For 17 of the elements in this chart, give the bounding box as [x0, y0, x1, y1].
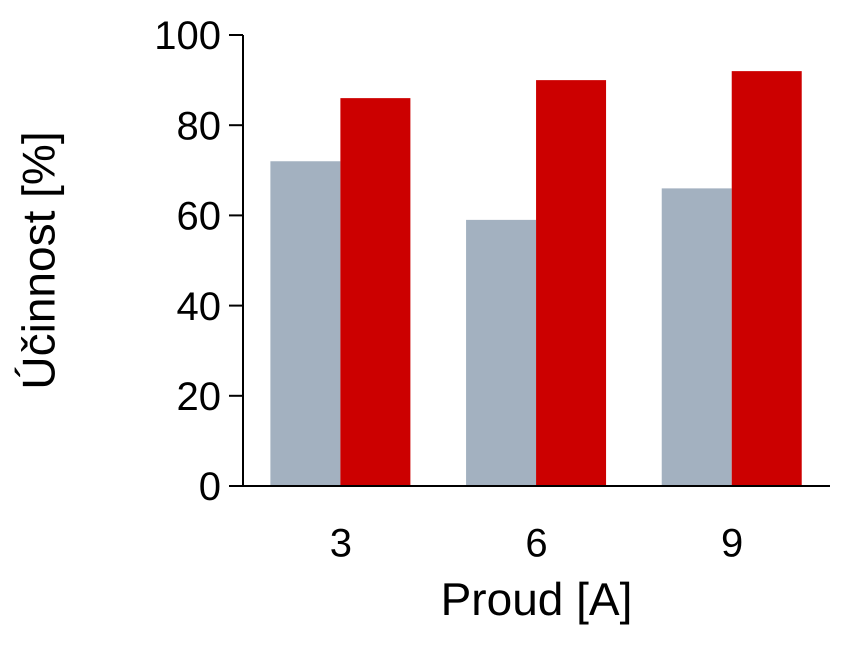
y-tick-label: 40 — [176, 284, 221, 329]
bar — [732, 71, 802, 486]
y-tick-label: 80 — [176, 104, 221, 148]
x-axis-title: Proud [A] — [440, 573, 632, 625]
bar — [340, 98, 410, 486]
bar — [466, 220, 536, 486]
y-axis-title: Účinnost [%] — [12, 131, 64, 390]
bar — [270, 161, 340, 486]
y-tick-label: 60 — [176, 194, 221, 239]
bar — [662, 188, 732, 486]
x-tick-label: 3 — [330, 521, 352, 566]
bar — [536, 80, 606, 486]
y-tick-label: 20 — [176, 375, 221, 419]
y-tick-label: 0 — [198, 465, 221, 510]
x-tick-label: 9 — [721, 521, 744, 566]
y-tick-label: 100 — [154, 14, 221, 58]
x-tick-label: 6 — [525, 521, 548, 566]
